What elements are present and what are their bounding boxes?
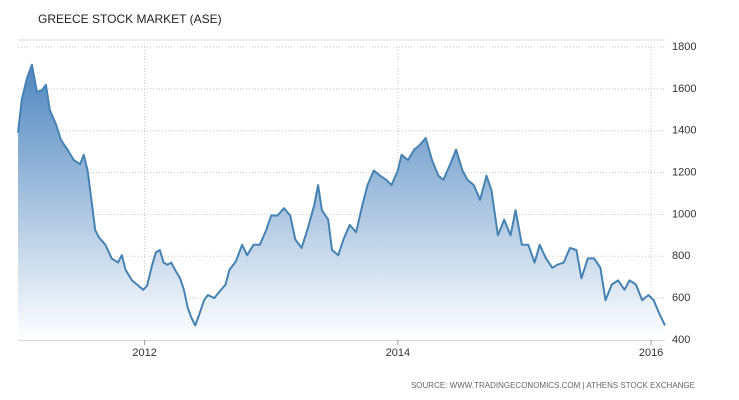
x-tick-label: 2014 [386, 347, 410, 359]
y-tick-label: 1400 [672, 125, 696, 137]
y-tick-label: 1800 [672, 41, 696, 53]
y-tick-label: 1000 [672, 208, 696, 220]
chart-title: GREECE STOCK MARKET (ASE) [38, 12, 222, 26]
x-tick-label: 2016 [639, 347, 663, 359]
y-tick-label: 800 [672, 250, 690, 262]
x-tick-label: 2012 [132, 347, 156, 359]
y-tick-label: 400 [672, 334, 690, 346]
y-tick-label: 600 [672, 292, 690, 304]
source-note: SOURCE: WWW.TRADINGECONOMICS.COM | ATHEN… [411, 381, 695, 390]
line [17, 63, 666, 327]
y-tick-label: 1600 [672, 83, 696, 95]
area-fill [18, 64, 665, 341]
y-tick-label: 1200 [672, 166, 696, 178]
